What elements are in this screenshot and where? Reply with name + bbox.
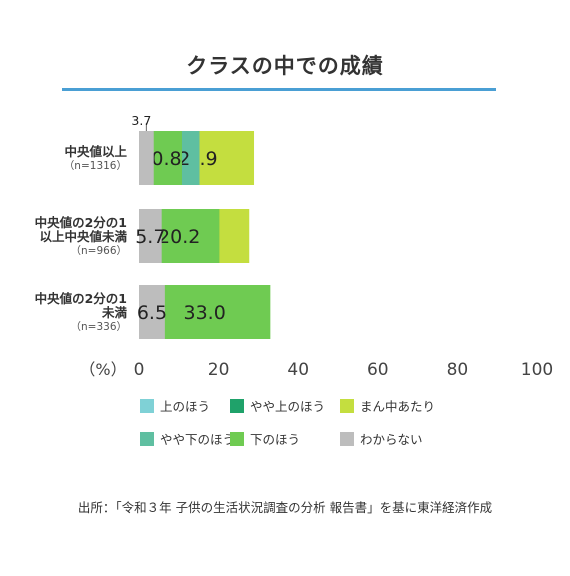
x-tick-label: 80 (447, 360, 469, 380)
legend-label: 上のほう (160, 399, 210, 414)
category-label: 以上中央値未満 (39, 229, 127, 244)
legend-label: やや上のほう (250, 399, 325, 414)
legend-swatch (340, 399, 354, 413)
x-tick-label: 40 (287, 360, 309, 380)
legend-swatch (140, 432, 154, 446)
category-n-label: （n=966） (71, 245, 128, 257)
data-label: 33.0 (184, 302, 226, 324)
x-tick-label: 60 (367, 360, 389, 380)
legend-label: やや下のほう (160, 432, 235, 447)
legend-swatch (230, 432, 244, 446)
category-n-label: （n=1316） (64, 160, 127, 172)
source-note: 出所：「令和３年 子供の生活状況調査の分析 報告書」を基に東洋経済作成 (77, 500, 493, 515)
x-tick-label: 0 (134, 360, 145, 380)
chart-title: クラスの中での成績 (186, 54, 384, 78)
stacked-bar-chart: 16.624.828.915.210.83.711.818.427.716.12… (35, 113, 554, 447)
category-label: 未満 (101, 305, 128, 320)
category-label: 中央値の2分の1 (35, 291, 127, 306)
legend-swatch (230, 399, 244, 413)
legend-label: わからない (360, 432, 423, 447)
x-tick-label: 20 (208, 360, 230, 380)
legend-swatch (140, 399, 154, 413)
data-label: 3.7 (131, 113, 151, 128)
legend-label: まん中あたり (360, 399, 435, 414)
bar-segment (139, 285, 165, 339)
bar-segment (139, 131, 154, 185)
unit-label: （%） (79, 360, 126, 379)
data-label: 20.2 (158, 226, 200, 248)
legend-swatch (340, 432, 354, 446)
data-label: 6.5 (137, 302, 167, 324)
category-label: 中央値以上 (64, 144, 127, 159)
category-n-label: （n=336） (71, 321, 128, 333)
title-underline (62, 88, 496, 91)
x-tick-label: 100 (521, 360, 553, 380)
category-label: 中央値の2分の1 (35, 215, 127, 230)
data-label: 5.7 (135, 226, 165, 248)
bar-segment (139, 209, 162, 263)
legend-label: 下のほう (250, 432, 300, 447)
